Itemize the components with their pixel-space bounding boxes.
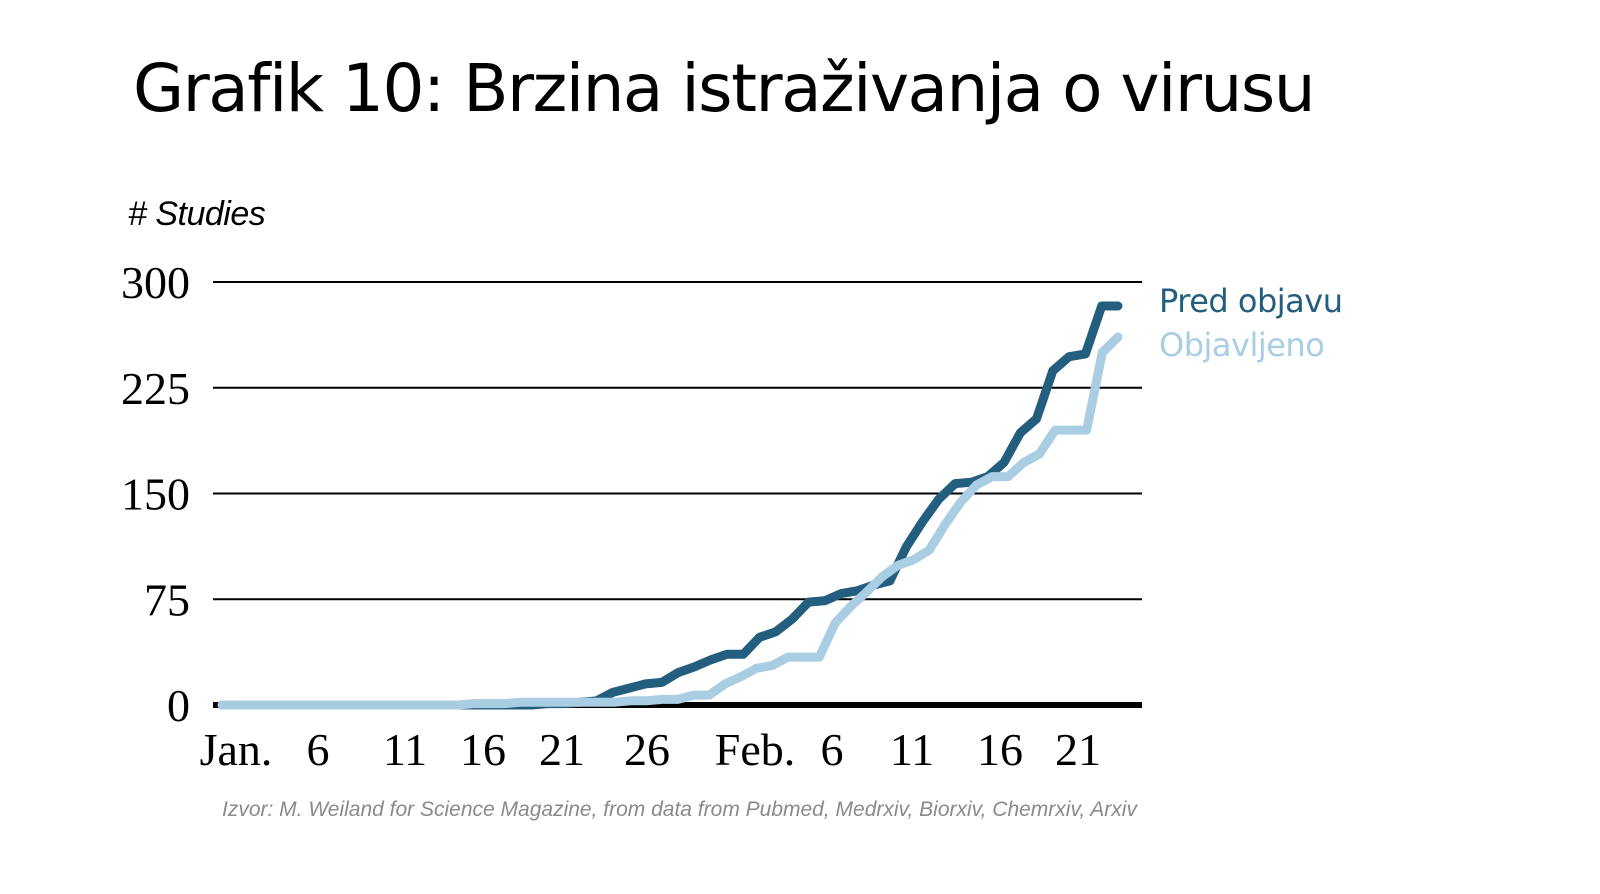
x-axis-ticks: Jan. 6 11 16 21 26 Feb. 6 11 16 21 (200, 724, 1101, 775)
y-tick-label: 75 (144, 574, 190, 625)
x-tick-label: 26 (624, 724, 670, 775)
y-tick-label: 150 (121, 469, 190, 520)
x-tick-label: 16 (977, 724, 1023, 775)
x-tick-label: 6 (307, 724, 330, 775)
x-tick-label: 21 (1055, 724, 1101, 775)
series-line-published (217, 332, 1123, 710)
x-tick-label: Jan. (200, 724, 273, 775)
y-tick-label: 225 (121, 363, 190, 414)
series-line-pre-print (217, 301, 1123, 710)
source-note: Izvor: M. Weiland for Science Magazine, … (222, 798, 1137, 821)
gridlines (213, 281, 1142, 708)
x-tick-label: 11 (383, 724, 427, 775)
y-axis-ticks: 300 225 150 75 0 (121, 257, 190, 731)
x-tick-label: 16 (460, 724, 506, 775)
x-tick-label: 21 (539, 724, 585, 775)
data-lines (217, 301, 1123, 710)
legend-item-published: Objavljeno (1159, 326, 1325, 364)
x-tick-label: Feb. (715, 724, 796, 775)
x-tick-label: 6 (821, 724, 844, 775)
y-tick-label: 0 (167, 680, 190, 731)
y-tick-label: 300 (121, 257, 190, 308)
legend-item-pre-print: Pred objavu (1159, 282, 1343, 320)
y-axis-title: # Studies (128, 195, 266, 233)
chart-title: Grafik 10: Brzina istraživanja o virusu (133, 50, 1316, 127)
x-tick-label: 11 (890, 724, 934, 775)
